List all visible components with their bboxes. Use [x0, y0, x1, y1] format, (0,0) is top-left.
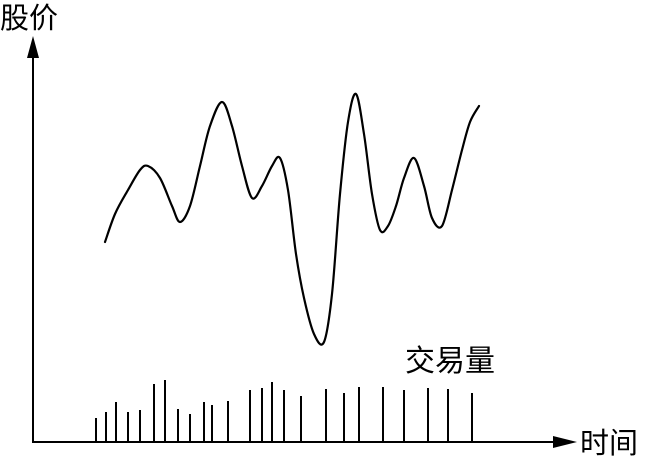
- price-line: [103, 92, 481, 346]
- y-axis-label: 股价: [0, 1, 58, 35]
- x-axis: [33, 436, 577, 448]
- y-axis-arrowhead: [27, 36, 39, 58]
- y-axis: [27, 36, 39, 443]
- x-axis-label: 时间: [580, 426, 638, 460]
- volume-label: 交易量: [405, 344, 495, 379]
- volume-bars: [95, 380, 473, 442]
- x-axis-arrowhead: [553, 436, 577, 448]
